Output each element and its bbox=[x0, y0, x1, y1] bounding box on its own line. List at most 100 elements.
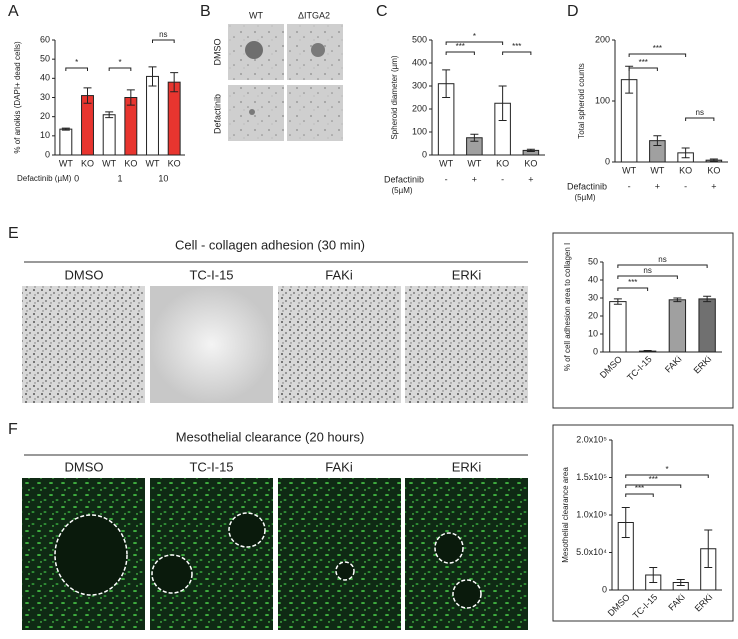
panel-letter: A bbox=[8, 3, 19, 20]
treatment-label: - bbox=[445, 174, 448, 184]
panel-title: Mesothelial clearance (20 hours) bbox=[176, 429, 365, 444]
clearance-area bbox=[151, 554, 193, 594]
significance-label: * bbox=[75, 58, 78, 67]
bracket bbox=[625, 484, 682, 488]
y-tick-label: 30 bbox=[40, 92, 50, 102]
significance-label: *** bbox=[649, 475, 658, 484]
y-axis-label: Mesothelial clearance area bbox=[561, 467, 570, 563]
y-tick-label: 2.0x10⁵ bbox=[576, 434, 607, 444]
x-tick-label: KO bbox=[679, 165, 692, 175]
column-label: WT bbox=[249, 10, 263, 20]
column-label: FAKi bbox=[325, 459, 353, 474]
column-label: DMSO bbox=[65, 459, 104, 474]
x-tick-label: FAKi bbox=[666, 592, 687, 613]
y-tick-label: 40 bbox=[588, 274, 598, 284]
y-tick-label: 50 bbox=[588, 256, 598, 266]
micrograph bbox=[228, 85, 284, 141]
micrograph bbox=[287, 85, 343, 141]
spheroid bbox=[249, 109, 255, 115]
group-label: 0 bbox=[74, 173, 79, 183]
micrograph bbox=[22, 286, 145, 403]
x-tick-label: KO bbox=[496, 158, 509, 168]
y-tick-label: 0 bbox=[593, 346, 598, 356]
significance-label: *** bbox=[639, 58, 648, 67]
x-tick-label: KO bbox=[707, 165, 720, 175]
bracket bbox=[445, 51, 475, 55]
micrograph bbox=[405, 286, 528, 403]
x-tick-label: TC-I-15 bbox=[625, 354, 654, 383]
y-tick-label: 20 bbox=[40, 111, 50, 121]
group-label: 1 bbox=[117, 173, 122, 183]
treatment-unit: (5µM) bbox=[391, 186, 412, 195]
bracket bbox=[625, 474, 709, 478]
panel-letter: E bbox=[8, 225, 19, 242]
bar bbox=[124, 97, 138, 156]
y-tick-label: 20 bbox=[588, 310, 598, 320]
bracket bbox=[65, 67, 88, 71]
x-tick-label: WT bbox=[650, 165, 664, 175]
bracket bbox=[628, 67, 658, 71]
micrograph bbox=[278, 478, 401, 630]
chart-frame bbox=[552, 232, 734, 409]
x-tick-label: DMSO bbox=[598, 354, 624, 380]
y-axis-label: % of anoikis (DAPI+ dead cells) bbox=[13, 41, 22, 154]
significance-label: ns bbox=[643, 266, 651, 275]
spheroid bbox=[311, 43, 325, 57]
bar bbox=[668, 299, 687, 353]
y-tick-label: 40 bbox=[40, 73, 50, 83]
x-tick-label: ERKi bbox=[692, 354, 714, 376]
micrograph bbox=[150, 478, 273, 630]
treatment-unit: (5µM) bbox=[574, 193, 595, 202]
y-tick-label: 0 bbox=[422, 149, 427, 159]
significance-label: ns bbox=[159, 30, 167, 39]
spheroid bbox=[245, 41, 263, 59]
bracket bbox=[685, 117, 715, 121]
y-axis-label: Spheroid diameter (µm) bbox=[390, 55, 399, 140]
significance-label: *** bbox=[635, 484, 644, 493]
bracket bbox=[617, 275, 678, 279]
significance-label: ns bbox=[696, 108, 704, 117]
significance-label: *** bbox=[456, 42, 465, 51]
y-tick-label: 5.0x10⁴ bbox=[576, 547, 607, 557]
treatment-label: + bbox=[472, 174, 477, 184]
column-label: TC-I-15 bbox=[189, 459, 233, 474]
y-tick-label: 0 bbox=[602, 584, 607, 594]
y-tick-label: 10 bbox=[588, 328, 598, 338]
significance-label: *** bbox=[628, 278, 637, 287]
error-bar bbox=[470, 133, 479, 142]
x-tick-label: KO bbox=[81, 158, 94, 168]
treatment-label: + bbox=[655, 181, 660, 191]
bar bbox=[167, 81, 181, 156]
treatment-axis-label: Defactinib bbox=[384, 174, 424, 184]
column-label: DMSO bbox=[65, 267, 104, 282]
bracket bbox=[625, 493, 654, 497]
x-tick-label: WT bbox=[102, 158, 116, 168]
bar bbox=[81, 95, 94, 156]
error-bar bbox=[526, 148, 535, 153]
group-label: 10 bbox=[158, 173, 168, 183]
error-bar bbox=[621, 507, 630, 538]
group-axis-label: Defactinib (µM) bbox=[17, 174, 72, 183]
error-bar bbox=[126, 89, 135, 106]
treatment-label: - bbox=[501, 174, 504, 184]
treatment-label: + bbox=[528, 174, 533, 184]
bracket bbox=[502, 51, 532, 55]
x-tick-label: DMSO bbox=[606, 592, 632, 618]
significance-label: * bbox=[473, 32, 476, 41]
error-bar bbox=[676, 579, 685, 586]
x-tick-label: WT bbox=[467, 158, 481, 168]
treatment-label: - bbox=[684, 181, 687, 191]
bracket bbox=[152, 39, 175, 43]
y-tick-label: 60 bbox=[40, 34, 50, 44]
error-bar bbox=[681, 147, 690, 159]
x-tick-label: WT bbox=[146, 158, 160, 168]
treatment-label: + bbox=[711, 181, 716, 191]
bar bbox=[146, 75, 159, 156]
error-bar bbox=[83, 87, 92, 104]
significance-label: *** bbox=[653, 44, 662, 53]
y-tick-label: 200 bbox=[595, 34, 610, 44]
y-axis-label: % of cell adhesion area to collagen I bbox=[563, 243, 572, 372]
significance-label: * bbox=[118, 58, 121, 67]
error-bar bbox=[703, 295, 712, 303]
